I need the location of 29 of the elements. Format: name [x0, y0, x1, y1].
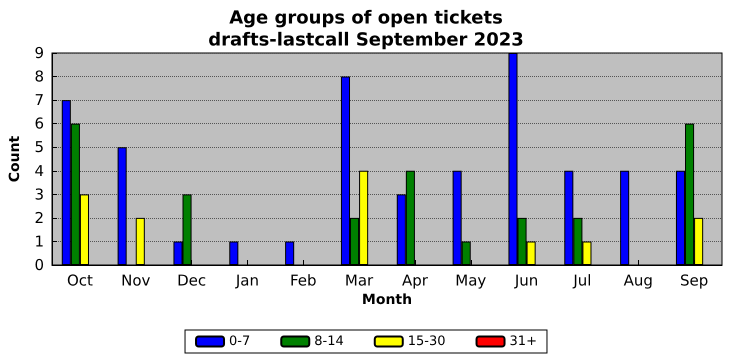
y-axis-title: Count — [7, 135, 23, 182]
y-tick-label: 4 — [34, 162, 44, 180]
x-tick-label: Feb — [290, 272, 317, 290]
x-tick-label: Mar — [344, 272, 374, 290]
y-tick-label: 6 — [34, 114, 44, 133]
x-tick-label: Aug — [624, 272, 653, 290]
x-tick-label: Nov — [121, 272, 151, 290]
legend-label: 0-7 — [229, 334, 250, 349]
y-tick-label: 7 — [34, 91, 44, 110]
y-tick-label: 8 — [34, 68, 44, 86]
x-tick-label: Jul — [572, 272, 592, 290]
legend-label: 15-30 — [408, 334, 446, 349]
chart-title: Age groups of open tickets drafts-lastcall September 2023 — [208, 8, 524, 50]
x-tick-label: May — [455, 272, 486, 290]
x-tick-label: Jun — [514, 272, 538, 290]
y-tick-label: 0 — [34, 256, 44, 274]
x-tick-label: Dec — [177, 272, 206, 290]
x-tick-label: Apr — [402, 272, 429, 290]
y-tick-label: 9 — [34, 44, 44, 62]
y-tick-label: 2 — [34, 208, 44, 227]
x-tick-label: Oct — [66, 272, 93, 290]
legend-label: 8-14 — [314, 334, 344, 349]
y-tick-label: 5 — [34, 138, 44, 156]
x-tick-label: Sep — [680, 272, 708, 290]
y-tick-label: 1 — [34, 232, 44, 250]
x-tick-label: Jan — [234, 272, 259, 290]
y-tick-label: 3 — [34, 185, 44, 204]
x-axis-title: Month — [362, 292, 412, 308]
legend-label: 31+ — [510, 334, 537, 349]
